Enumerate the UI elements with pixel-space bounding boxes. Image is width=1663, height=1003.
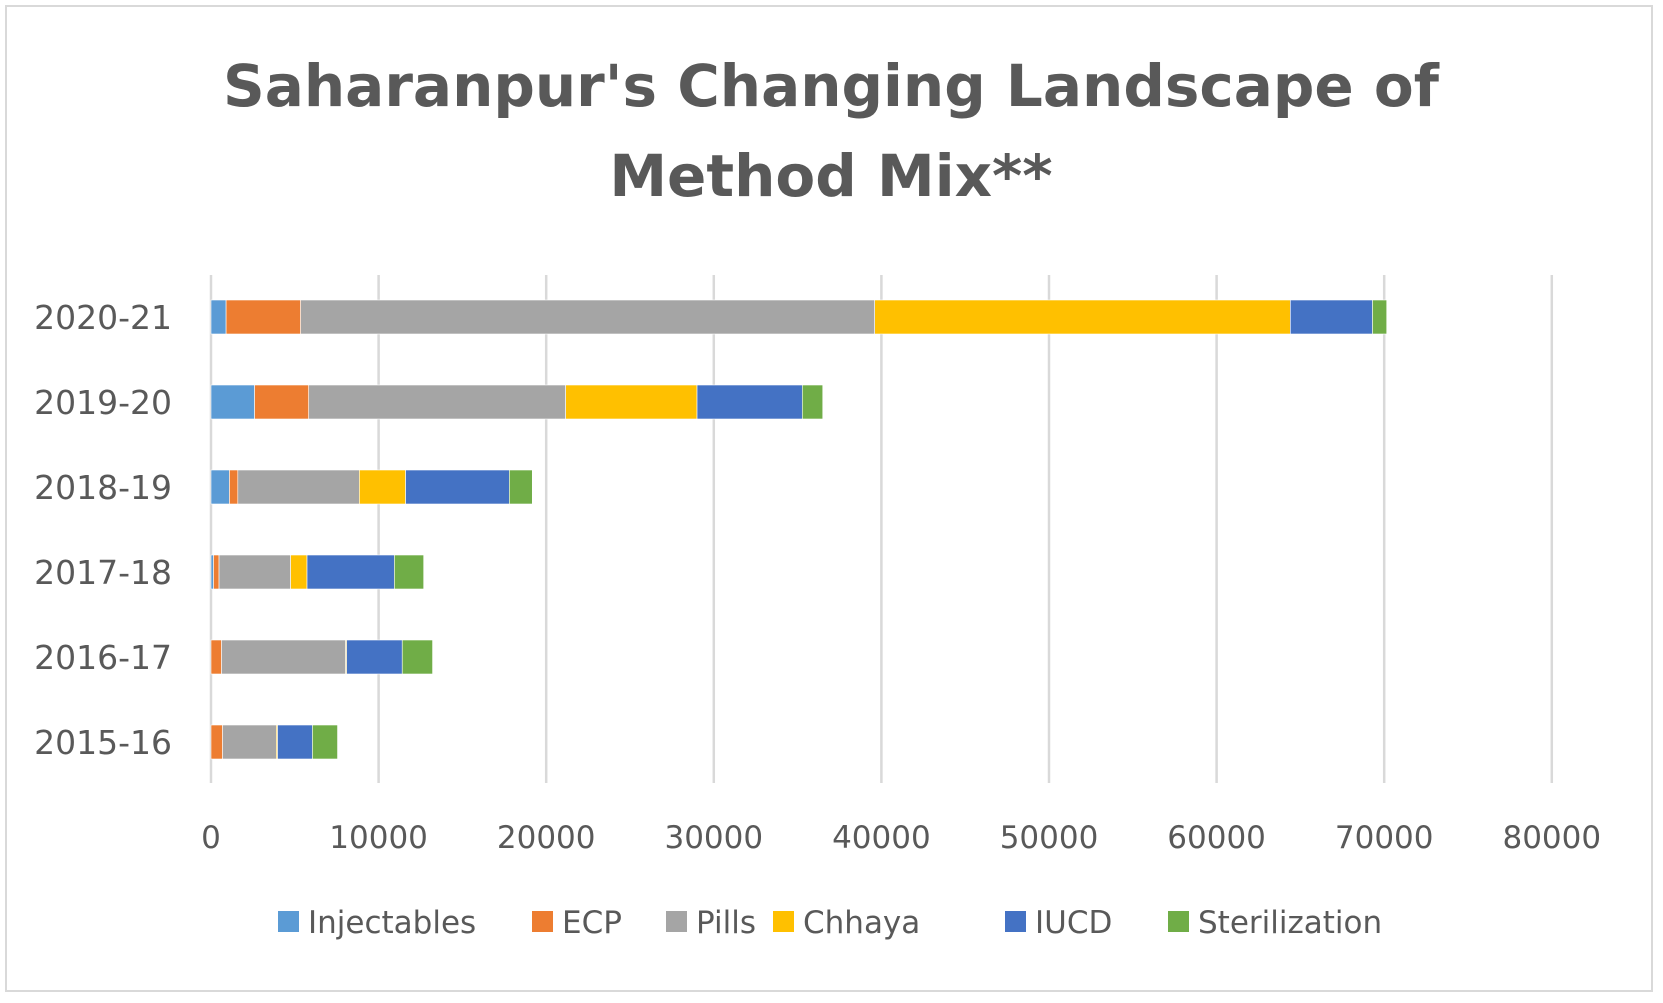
bar-segment-injectables	[210, 554, 214, 590]
x-tick-label: 40000	[832, 820, 931, 856]
bar-segment-sterilization	[1372, 299, 1388, 335]
legend-swatch-iucd	[1005, 911, 1026, 932]
bar-segment-pills	[300, 299, 875, 335]
bar-segment-iucd	[277, 724, 313, 760]
bar-segment-injectables	[210, 384, 255, 420]
bar-segment-injectables	[210, 299, 227, 335]
legend-swatch-pills	[666, 911, 687, 932]
legend-label: IUCD	[1035, 905, 1112, 941]
bar-segment-iucd	[1290, 299, 1373, 335]
x-tick-label: 50000	[1000, 820, 1099, 856]
bar-segment-pills	[222, 724, 277, 760]
bar-segment-chhaya	[290, 554, 308, 590]
bar-segment-chhaya	[874, 299, 1291, 335]
bar-segment-ecp	[210, 724, 223, 760]
legend-label: Chhaya	[803, 905, 920, 941]
legend-swatch-chhaya	[773, 911, 794, 932]
legend-label: Pills	[696, 905, 756, 941]
bar-segment-sterilization	[801, 384, 824, 420]
legend-label: ECP	[562, 905, 622, 941]
bar-segment-iucd	[346, 639, 403, 675]
chart-title-line-2: Method Mix**	[609, 142, 1052, 210]
legend-swatch-injectables	[278, 911, 299, 932]
bar-segment-pills	[218, 554, 291, 590]
bar-segment-iucd	[696, 384, 803, 420]
bar-segment-iucd	[306, 554, 395, 590]
bar-segment-chhaya	[565, 384, 698, 420]
x-tick-label: 30000	[664, 820, 763, 856]
x-axis-labels: 0 10000 20000 30000 40000 50000 60000 70000 8000…	[201, 820, 1601, 856]
y-category-label: 2018-19	[34, 468, 172, 507]
y-category-label: 2019-20	[34, 383, 172, 422]
legend-swatch-sterilization	[1168, 911, 1189, 932]
y-category-label: 2020-21	[34, 298, 172, 337]
x-tick-label: 70000	[1335, 820, 1434, 856]
x-tick-label: 20000	[497, 820, 596, 856]
y-category-label: 2016-17	[34, 638, 172, 677]
bar-segment-pills	[308, 384, 566, 420]
bar-segment-sterilization	[312, 724, 338, 760]
chart-title-line-1: Saharanpur's Changing Landscape of	[223, 52, 1440, 120]
bar-segment-sterilization	[401, 639, 433, 675]
x-tick-label: 0	[201, 820, 221, 856]
chart-frame	[5, 5, 1653, 992]
bar-segment-ecp	[210, 639, 222, 675]
y-category-label: 2017-18	[34, 553, 172, 592]
bar-segment-ecp	[229, 469, 239, 505]
legend: Injectables ECP Pills Chhaya IUCD Sterilizati…	[278, 905, 1382, 941]
bar-segment-pills	[237, 469, 360, 505]
bar-segment-sterilization	[509, 469, 533, 505]
legend-label: Sterilization	[1198, 905, 1382, 941]
bars	[210, 299, 1388, 760]
bar-segment-chhaya	[359, 469, 406, 505]
gridlines	[209, 275, 1554, 783]
legend-label: Injectables	[308, 905, 476, 941]
x-tick-label: 10000	[329, 820, 428, 856]
y-category-label: 2015-16	[34, 723, 172, 762]
bar-segment-ecp	[254, 384, 310, 420]
bar-segment-sterilization	[394, 554, 424, 590]
x-tick-label: 80000	[1502, 820, 1601, 856]
x-tick-label: 60000	[1167, 820, 1266, 856]
legend-swatch-ecp	[532, 911, 553, 932]
y-axis-labels: 2020-21 2019-20 2018-19 2017-18 2016-17 2015-…	[34, 298, 172, 762]
bar-segment-ecp	[213, 554, 220, 590]
bar-segment-iucd	[405, 469, 510, 505]
bar-segment-injectables	[210, 469, 230, 505]
bar-segment-ecp	[225, 299, 301, 335]
bar-segment-pills	[221, 639, 346, 675]
